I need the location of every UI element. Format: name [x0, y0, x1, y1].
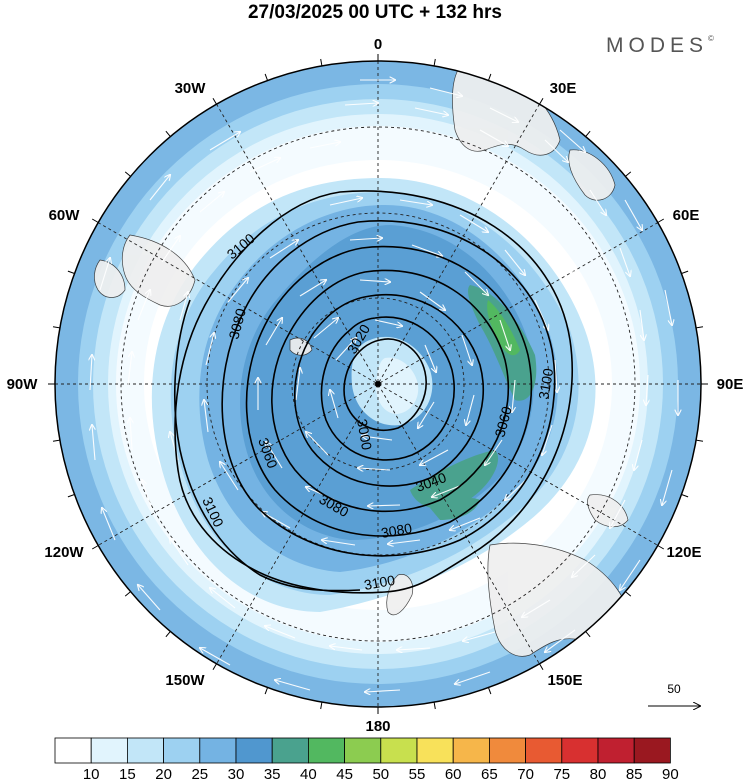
colorbar-swatch — [633, 737, 671, 764]
boundary-tick — [657, 545, 665, 550]
boundary-tick — [212, 663, 217, 671]
height-contours — [174, 190, 574, 594]
boundary-tick — [539, 663, 544, 671]
contour-label: 3000 — [354, 418, 375, 452]
contour-label: 3080 — [225, 306, 249, 340]
boundary-tick — [91, 545, 99, 550]
colorbar-label: 60 — [445, 766, 462, 782]
lon-label-60e: 60E — [673, 207, 700, 224]
boundary-tick — [539, 97, 544, 105]
colorbar-label: 10 — [83, 766, 100, 782]
boundary-tick — [585, 130, 591, 137]
colorbar-swatch — [380, 737, 418, 764]
brand-name: MODES — [606, 34, 709, 57]
boundary-tick — [585, 631, 591, 638]
lon-label-90e: 90E — [717, 376, 744, 393]
boundary-tick — [124, 171, 131, 177]
colorbar-swatch — [127, 737, 165, 764]
map-title: 27/03/2025 00 UTC + 132 hrs — [247, 2, 503, 23]
colorbar-swatch — [54, 737, 92, 764]
boundary-tick — [320, 702, 323, 710]
contour-label: 3100 — [363, 572, 397, 593]
boundary-tick — [52, 439, 60, 442]
colorbar-swatch — [525, 737, 563, 764]
boundary-tick — [681, 270, 689, 274]
colorbar-label: 35 — [264, 766, 281, 782]
colorbar-label: 20 — [155, 766, 172, 782]
boundary-tick — [625, 591, 632, 597]
reference-vector-label: 50 — [667, 682, 681, 696]
lon-label-90w: 90W — [7, 376, 39, 393]
lon-label-30w: 30W — [175, 80, 207, 97]
colorbar: 10 15 20 25 30 35 40 45 50 55 60 65 70 75 80 85 90 — [54, 737, 679, 782]
colorbar-label: 25 — [191, 766, 208, 782]
colorbar-swatch — [344, 737, 382, 764]
boundary-tick — [681, 494, 689, 498]
colorbar-swatch — [416, 737, 454, 764]
colorbar-label: 15 — [119, 766, 136, 782]
boundary-tick — [433, 58, 436, 66]
colorbar-label: 90 — [662, 766, 679, 782]
lon-label-0: 0 — [374, 36, 382, 53]
colorbar-swatch — [488, 737, 526, 764]
contour-label: 3060 — [491, 404, 515, 438]
lon-label-120w: 120W — [44, 544, 84, 561]
boundary-tick — [696, 326, 704, 329]
colorbar-swatch — [307, 737, 345, 764]
boundary-tick — [264, 687, 268, 695]
lon-label-120e: 120E — [666, 544, 701, 561]
contour-label: 3100 — [535, 367, 556, 401]
colorbar-label: 75 — [553, 766, 570, 782]
lon-label-150e: 150E — [547, 672, 582, 689]
brand-logo: MODES© — [606, 34, 714, 58]
boundary-tick — [165, 130, 171, 137]
colorbar-swatch — [199, 737, 237, 764]
contour-label: 3080 — [380, 520, 414, 541]
boundary-tick — [488, 73, 492, 81]
boundary-tick — [124, 591, 131, 597]
colorbar-label: 80 — [590, 766, 607, 782]
colorbar-label: 45 — [336, 766, 353, 782]
colorbar-label: 70 — [517, 766, 534, 782]
boundary-tick — [696, 439, 704, 442]
colorbar-label: 40 — [300, 766, 317, 782]
boundary-tick — [67, 494, 75, 498]
colorbar-swatch — [163, 737, 201, 764]
colorbar-swatch — [90, 737, 128, 764]
colorbar-label: 30 — [228, 766, 245, 782]
colorbar-swatch — [561, 737, 599, 764]
boundary-ticks — [48, 54, 708, 714]
boundary-tick — [67, 270, 75, 274]
boundary-tick — [212, 97, 217, 105]
pole-marker — [375, 381, 381, 387]
boundary-tick — [91, 218, 99, 223]
graticule — [55, 61, 701, 707]
boundary-tick — [488, 687, 492, 695]
colorbar-label: 65 — [481, 766, 498, 782]
colorbar-label: 85 — [626, 766, 643, 782]
longitude-labels: 0 30E 60E 90E 120E 150E 180 150W 120W 90… — [7, 36, 744, 735]
boundary-tick — [433, 702, 436, 710]
lon-label-60w: 60W — [49, 207, 81, 224]
colorbar-label: 50 — [372, 766, 389, 782]
colorbar-swatch — [235, 737, 273, 764]
lon-label-180: 180 — [365, 718, 390, 735]
reference-vector: 50 — [648, 682, 700, 706]
boundary-tick — [625, 171, 632, 177]
boundary-tick — [657, 218, 665, 223]
colorbar-swatch — [597, 737, 635, 764]
colorbar-label: 55 — [409, 766, 426, 782]
lon-label-30e: 30E — [550, 80, 577, 97]
boundary-tick — [52, 326, 60, 329]
boundary-tick — [165, 631, 171, 638]
lon-label-150w: 150W — [165, 672, 205, 689]
brand-mark: © — [708, 34, 714, 43]
colorbar-swatch — [271, 737, 309, 764]
colorbar-swatch — [452, 737, 490, 764]
boundary-tick — [264, 73, 268, 81]
boundary-tick — [320, 58, 323, 66]
